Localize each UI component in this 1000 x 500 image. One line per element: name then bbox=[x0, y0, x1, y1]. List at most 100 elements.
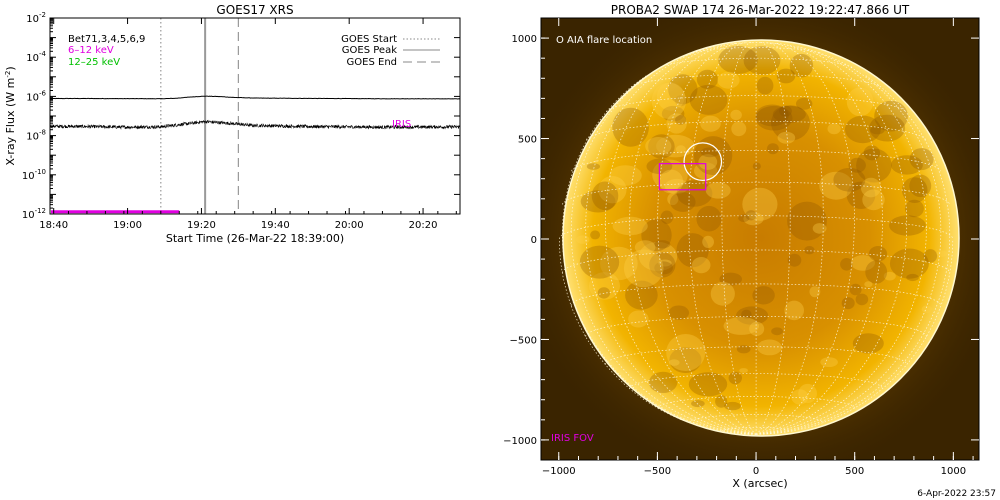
goes-xtick-label: 20:20 bbox=[409, 220, 438, 231]
disk-texture-blob bbox=[868, 246, 888, 262]
goes-iris-label: IRIS bbox=[392, 119, 411, 130]
disk-texture-blob bbox=[586, 163, 601, 170]
disk-texture-blob bbox=[906, 273, 919, 282]
disk-texture-blob bbox=[833, 167, 866, 192]
swap-image bbox=[541, 18, 979, 460]
goes-title: GOES17 XRS bbox=[216, 3, 293, 17]
disk-texture-blob bbox=[691, 400, 705, 408]
disk-texture-blob bbox=[579, 245, 620, 279]
swap-ytick-label: 1000 bbox=[512, 34, 537, 45]
grid-meridian bbox=[558, 238, 757, 435]
disk-texture-blob bbox=[909, 174, 932, 198]
disk-texture-blob bbox=[698, 154, 718, 170]
disk-texture-blob bbox=[648, 134, 675, 159]
disk-texture-blob bbox=[724, 401, 741, 411]
disk-texture-blob bbox=[804, 246, 815, 255]
goes-ytick-label: 10-10 bbox=[22, 168, 46, 182]
grid-meridian bbox=[756, 75, 951, 435]
grid-parallel bbox=[558, 215, 954, 240]
disk-texture-blob bbox=[901, 177, 928, 204]
disk-texture-blob bbox=[743, 46, 781, 75]
disk-texture-blob bbox=[791, 389, 809, 405]
goes-xtick-label: 19:20 bbox=[187, 220, 216, 231]
disk-texture-blob bbox=[787, 201, 827, 241]
swap-xtick-label: −1000 bbox=[542, 466, 576, 477]
disk-texture-blob bbox=[889, 215, 926, 236]
swap-panel: PROBA2 SWAP 174 26-Mar-2022 19:22:47.866… bbox=[503, 3, 980, 490]
disk-texture-blob bbox=[597, 287, 611, 299]
grid-meridian bbox=[755, 42, 791, 435]
disk-texture-blob bbox=[668, 359, 680, 366]
disk-texture-blob bbox=[668, 305, 690, 320]
disk-texture-blob bbox=[904, 199, 924, 218]
grid-meridian bbox=[756, 46, 927, 435]
disk-texture-blob bbox=[777, 131, 796, 144]
disk-texture-blob bbox=[856, 148, 892, 183]
disk-texture-blob bbox=[889, 248, 929, 279]
disk-texture-blob bbox=[827, 123, 841, 135]
disk-texture-blob bbox=[771, 105, 810, 141]
disk-texture-blob bbox=[667, 193, 679, 206]
disk-texture-blob bbox=[874, 100, 908, 132]
disk-texture-blob bbox=[731, 121, 747, 137]
grid-meridian bbox=[756, 44, 908, 435]
disk-texture-blob bbox=[590, 230, 601, 240]
disk-texture-blob bbox=[864, 281, 873, 288]
disk-texture-blob bbox=[863, 145, 881, 161]
disk-texture-blob bbox=[923, 249, 938, 263]
disk-texture-blob bbox=[809, 286, 821, 298]
disk-texture-blob bbox=[589, 272, 620, 300]
disk-texture-blob bbox=[779, 105, 792, 117]
goes-ylabel: X-ray Flux (W m-2) bbox=[4, 66, 17, 165]
swap-ytick-label: −1000 bbox=[503, 436, 537, 447]
swap-title: PROBA2 SWAP 174 26-Mar-2022 19:22:47.866… bbox=[611, 3, 910, 17]
disk-texture-blob bbox=[660, 210, 674, 224]
disk-texture-blob bbox=[739, 368, 748, 373]
disk-texture-blob bbox=[718, 45, 758, 74]
grid-meridian bbox=[721, 42, 757, 435]
grid-meridian bbox=[657, 42, 757, 435]
grid-meridian bbox=[570, 51, 757, 435]
grid-parallel bbox=[605, 95, 907, 112]
goes-series-1-line bbox=[50, 95, 460, 100]
grid-meridian bbox=[756, 238, 954, 435]
disk-texture-blob bbox=[580, 190, 616, 213]
disk-texture-blob bbox=[883, 271, 896, 281]
disk-texture-blob bbox=[742, 187, 778, 221]
channel-label-2: 6–12 keV bbox=[68, 45, 114, 56]
disk-texture-blob bbox=[776, 68, 796, 84]
disk-texture-blob bbox=[723, 316, 760, 335]
goes-plot-area: 18:40 19:00 19:20 19:40 20:00 20:20 10-12 10-10… bbox=[22, 11, 461, 231]
disk-texture-blob bbox=[693, 136, 733, 176]
disk-texture-blob bbox=[700, 147, 720, 158]
disk-texture-blob bbox=[771, 327, 783, 336]
disk-texture-blob bbox=[676, 233, 709, 268]
goes-ytick-label: 10-12 bbox=[22, 207, 46, 221]
goes-panel: GOES17 XRS 18:40 19:00 19:20 19:40 20:00 20:2… bbox=[4, 3, 461, 245]
disk-texture-blob bbox=[675, 115, 687, 125]
disk-texture-blob bbox=[848, 157, 866, 173]
disk-texture-blob bbox=[852, 333, 884, 354]
goes-xlabel: Start Time (26-Mar-22 18:39:00) bbox=[166, 232, 344, 245]
disk-texture-blob bbox=[909, 148, 934, 171]
grid-meridian bbox=[605, 44, 757, 435]
disk-texture-blob bbox=[752, 286, 775, 305]
channel-label-3: 12–25 keV bbox=[68, 57, 120, 68]
disk-texture-blob bbox=[634, 240, 656, 255]
swap-xtick-label: 0 bbox=[753, 466, 759, 477]
disk-texture-blob bbox=[756, 76, 774, 95]
disk-texture-blob bbox=[730, 109, 742, 121]
disk-texture-blob bbox=[656, 82, 685, 111]
goes-series-2-line bbox=[50, 119, 460, 130]
goes-legend: GOES Start GOES Peak GOES End bbox=[341, 34, 440, 68]
goes-xtick-label: 20:00 bbox=[335, 220, 364, 231]
disk-texture-blob bbox=[576, 235, 590, 244]
disk-texture-blob bbox=[841, 297, 855, 310]
disk-texture-blob bbox=[658, 259, 672, 267]
disk-texture-blob bbox=[600, 246, 638, 281]
disk-texture-blob bbox=[641, 219, 672, 252]
goes-ytick-label: 10-8 bbox=[26, 129, 46, 143]
disk-texture-blob bbox=[688, 372, 728, 397]
disk-texture-blob bbox=[659, 169, 684, 194]
disk-texture-blob bbox=[728, 371, 742, 385]
